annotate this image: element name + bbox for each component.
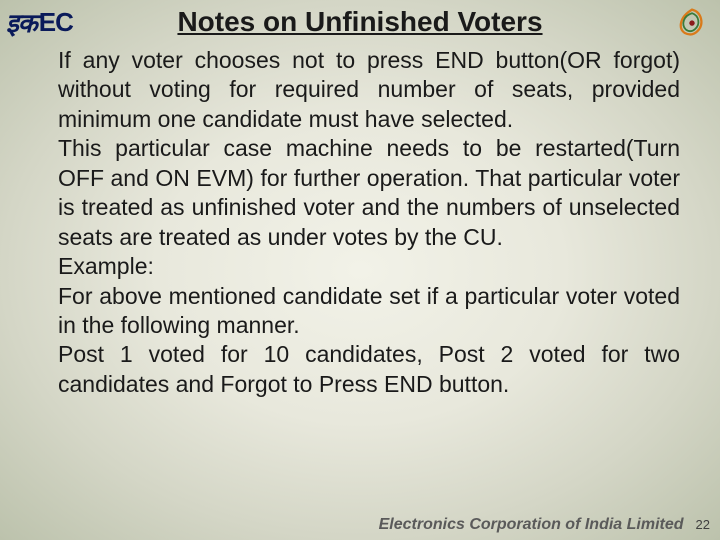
paragraph-4: For above mentioned candidate set if a p… [58, 282, 680, 341]
page-number: 22 [696, 517, 710, 532]
footer: Electronics Corporation of India Limited… [379, 516, 710, 534]
slide: इक EC Notes on Unfinished Voters If any … [0, 0, 720, 540]
paragraph-1: If any voter chooses not to press END bu… [58, 46, 680, 134]
paragraph-5: Post 1 voted for 10 candidates, Post 2 v… [58, 340, 680, 399]
body-text: If any voter chooses not to press END bu… [58, 46, 680, 399]
paragraph-2: This particular case machine needs to be… [58, 134, 680, 252]
paragraph-3: Example: [58, 252, 680, 281]
slide-title: Notes on Unfinished Voters [0, 6, 720, 38]
footer-brand: Electronics Corporation of India Limited [379, 516, 684, 534]
